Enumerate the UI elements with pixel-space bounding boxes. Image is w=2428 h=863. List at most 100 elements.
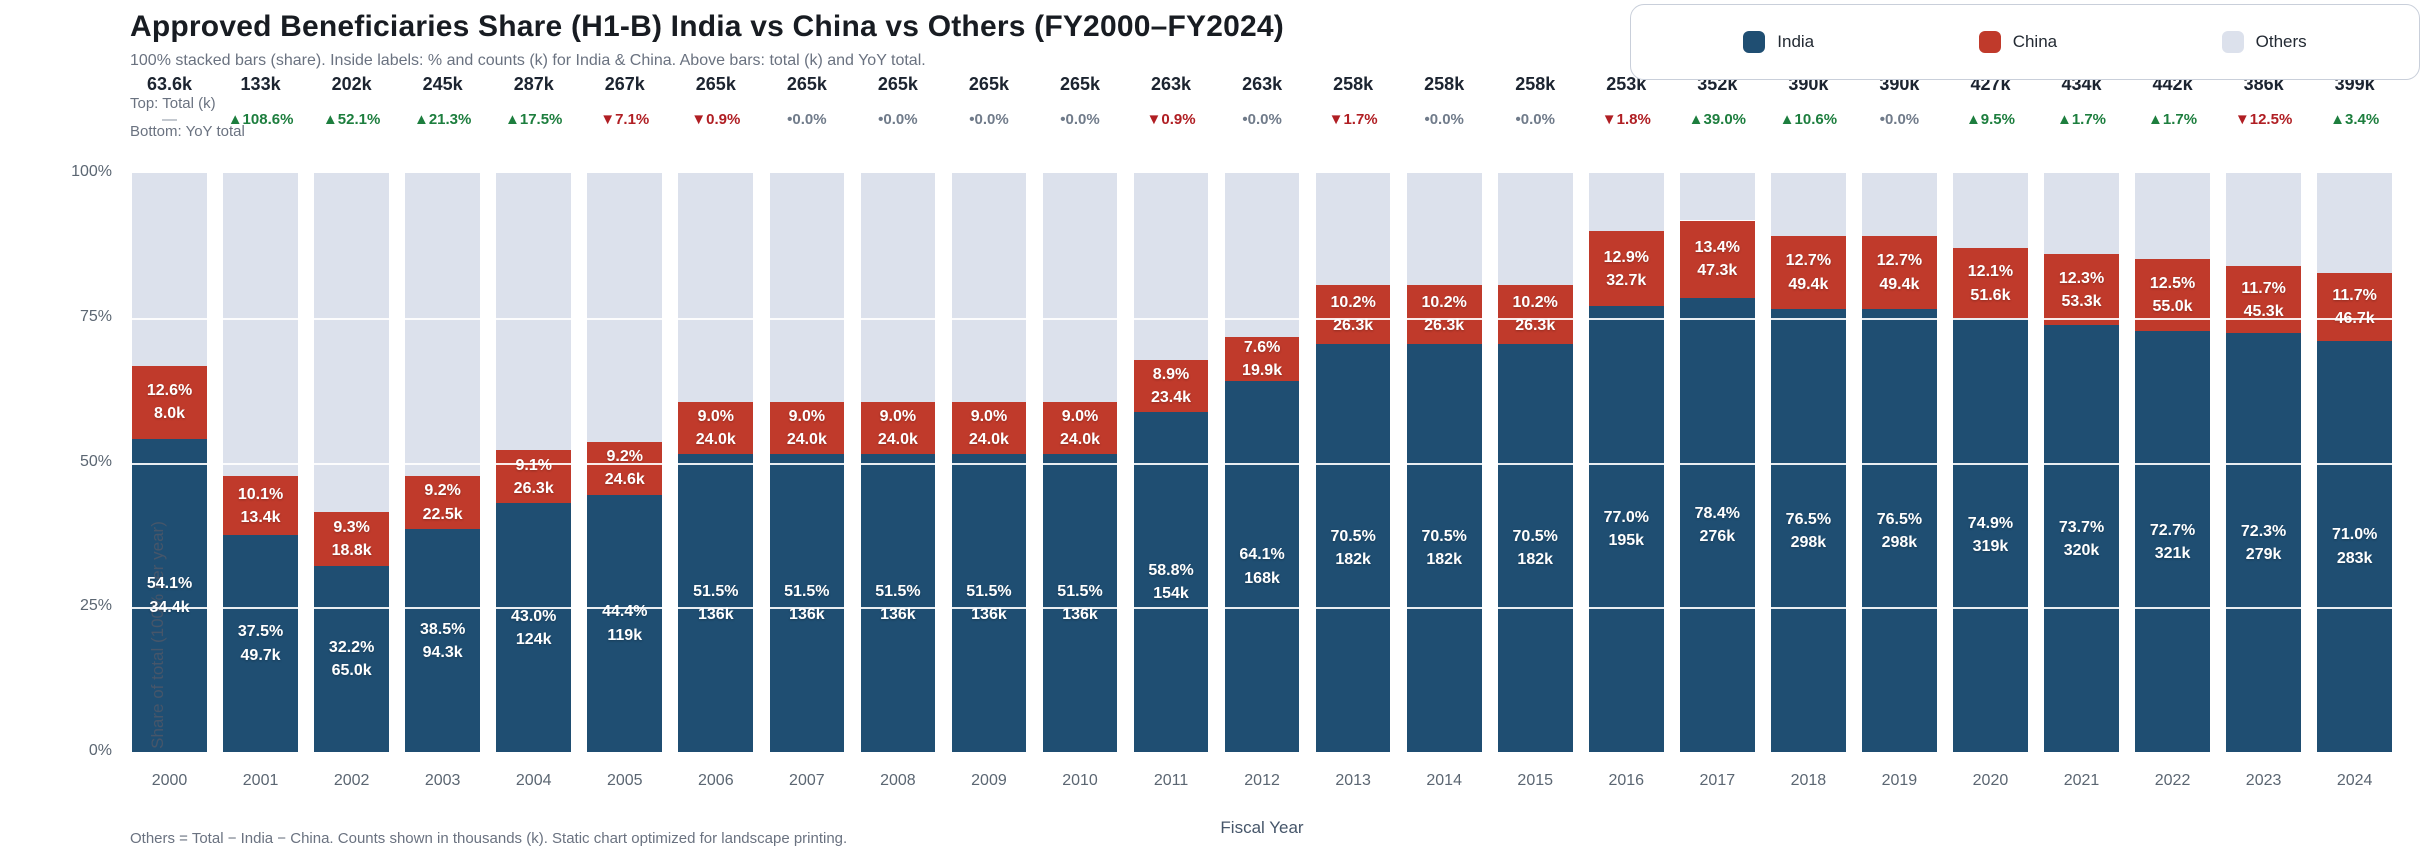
india-segment: 44.4% 119k <box>587 494 663 752</box>
india-pct-label: 51.5% <box>875 582 921 600</box>
india-segment: 71.0% 283k <box>2317 340 2392 752</box>
india-pct-label: 78.4% <box>1694 504 1740 522</box>
yoy-value: ▲52.1% <box>322 111 381 128</box>
x-tick-label: 2017 <box>1699 772 1736 789</box>
india-count-label: 136k <box>971 605 1007 623</box>
india-pct-label: 43.0% <box>511 607 557 625</box>
india-segment-label: 72.3% 279k <box>2216 520 2311 566</box>
india-segment: 58.8% 154k <box>1133 411 1209 752</box>
china-count-label: 49.4k <box>1879 275 1920 293</box>
india-segment-label: 71.0% 283k <box>2307 523 2402 569</box>
x-tick-label: 2009 <box>971 772 1007 789</box>
yoy-value: •0.0% <box>878 111 918 128</box>
others-segment <box>1953 173 2028 249</box>
china-segment-label: 9.2% 22.5k <box>395 479 490 525</box>
bar-column: 12.9% 32.7k 77.0% 195k <box>1581 173 1672 752</box>
china-count-label: 18.8k <box>331 541 372 559</box>
total-value: 265k <box>877 74 918 94</box>
china-count-label: 13.4k <box>240 508 281 526</box>
china-count-label: 45.3k <box>2243 302 2284 320</box>
legend-label: China <box>2012 32 2058 51</box>
china-count-label: 8.0k <box>153 405 186 423</box>
stacked-bar: 10.2% 26.3k 70.5% 182k <box>1406 173 1482 752</box>
china-pct-label: 9.0% <box>970 407 1008 425</box>
yoy-value: •0.0% <box>1242 111 1282 128</box>
china-segment-label: 11.7% 45.3k <box>2216 276 2311 322</box>
china-pct-label: 9.2% <box>424 482 461 500</box>
x-tick-row: 2000 2001 2002 2003 2004 2005 2006 2007 2008 2009… <box>124 772 2400 790</box>
legend-item-india: India <box>1743 31 1814 53</box>
china-segment-label: 9.0% 24.0k <box>942 405 1037 451</box>
india-count-label: 182k <box>1335 550 1371 568</box>
india-pct-label: 51.5% <box>1057 582 1103 600</box>
bar-column: 12.7% 49.4k 76.5% 298k <box>1854 173 1945 752</box>
stacked-bar: 11.7% 46.7k 71.0% 283k <box>2317 173 2392 752</box>
others-segment <box>496 173 572 451</box>
bar-column: 9.0% 24.0k 51.5% 136k <box>943 173 1034 752</box>
india-segment-label: 73.7% 320k <box>2034 515 2129 561</box>
others-segment <box>678 173 754 402</box>
india-count-label: 195k <box>1608 532 1645 550</box>
india-segment-label: 51.5% 136k <box>668 580 763 626</box>
others-segment <box>2135 173 2210 259</box>
stacked-bar: 12.1% 51.6k 74.9% 319k <box>1953 173 2028 752</box>
total-value: 265k <box>786 74 827 94</box>
bar-column: 9.2% 24.6k 44.4% 119k <box>579 173 670 752</box>
china-pct-label: 9.0% <box>1061 407 1099 425</box>
china-count-label: 26.3k <box>1333 317 1374 335</box>
x-tick-label: 2012 <box>1244 772 1280 789</box>
others-segment <box>2226 173 2301 266</box>
india-pct-label: 44.4% <box>602 603 648 621</box>
others-segment <box>1133 173 1209 361</box>
x-tick-label: 2013 <box>1335 772 1371 789</box>
china-segment: 10.1% 13.4k <box>223 476 298 535</box>
bar-column: 10.2% 26.3k 70.5% 182k <box>1490 173 1581 752</box>
china-segment-label: 9.3% 18.8k <box>304 515 399 561</box>
others-segment <box>769 173 845 402</box>
china-segment-label: 12.7% 49.4k <box>1852 249 1947 295</box>
x-tick-label: 2020 <box>1972 772 2009 789</box>
legend-label: India <box>1777 32 1815 51</box>
china-segment-label: 10.1% 13.4k <box>213 482 308 528</box>
india-count-label: 276k <box>1699 528 1736 546</box>
x-tick-label: 2007 <box>789 772 825 789</box>
china-segment: 9.0% 24.0k <box>678 401 754 454</box>
china-segment: 12.1% 51.6k <box>1953 248 2028 319</box>
india-count-label: 283k <box>2336 549 2373 567</box>
yoy-value: ▼1.8% <box>1601 111 1651 128</box>
china-segment: 12.9% 32.7k <box>1588 231 1664 307</box>
stacked-bar: 9.0% 24.0k 51.5% 136k <box>678 173 754 752</box>
china-pct-label: 9.0% <box>697 407 735 425</box>
china-swatch-icon <box>1978 31 2001 53</box>
india-segment: 32.2% 65.0k <box>314 565 389 752</box>
india-pct-label: 73.7% <box>2058 518 2105 536</box>
x-tick-label: 2002 <box>333 772 370 789</box>
china-count-label: 24.0k <box>877 430 918 448</box>
stacked-bar: 12.5% 55.0k 72.7% 321k <box>2135 173 2210 752</box>
yoy-value: •0.0% <box>787 111 827 128</box>
total-value: 265k <box>968 74 1009 94</box>
china-pct-label: 11.7% <box>2241 279 2286 297</box>
stacked-bar: 12.6% 8.0k 54.1%34.4k <box>132 173 207 752</box>
india-segment: 70.5% 182k <box>1315 343 1391 752</box>
china-count-label: 23.4k <box>1151 388 1192 406</box>
india-count-label: 320k <box>2063 541 2100 559</box>
total-value: 258k <box>1515 74 1556 94</box>
stacked-bar: 10.1% 13.4k 37.5% 49.7k <box>223 173 298 752</box>
others-segment <box>1315 173 1391 285</box>
china-count-label: 24.0k <box>786 430 827 448</box>
china-segment-label: 9.0% 24.0k <box>1033 405 1128 451</box>
india-segment-label: 58.8% 154k <box>1124 559 1219 605</box>
others-segment <box>1497 173 1573 285</box>
gridline <box>124 607 2400 610</box>
india-pct-label: 38.5% <box>419 620 466 638</box>
china-segment: 11.7% 46.7k <box>2317 273 2392 341</box>
india-segment-label: 51.5% 136k <box>942 580 1037 626</box>
y-tick-label: 100% <box>71 163 112 180</box>
yoy-value: ▲1.7% <box>2056 111 2107 128</box>
india-segment-label: 37.5% 49.7k <box>213 620 308 666</box>
india-segment-label: 70.5% 182k <box>1397 525 1492 571</box>
china-segment-label: 10.2% 26.3k <box>1306 291 1401 337</box>
stacked-bar: 12.7% 49.4k 76.5% 298k <box>1771 173 1846 752</box>
